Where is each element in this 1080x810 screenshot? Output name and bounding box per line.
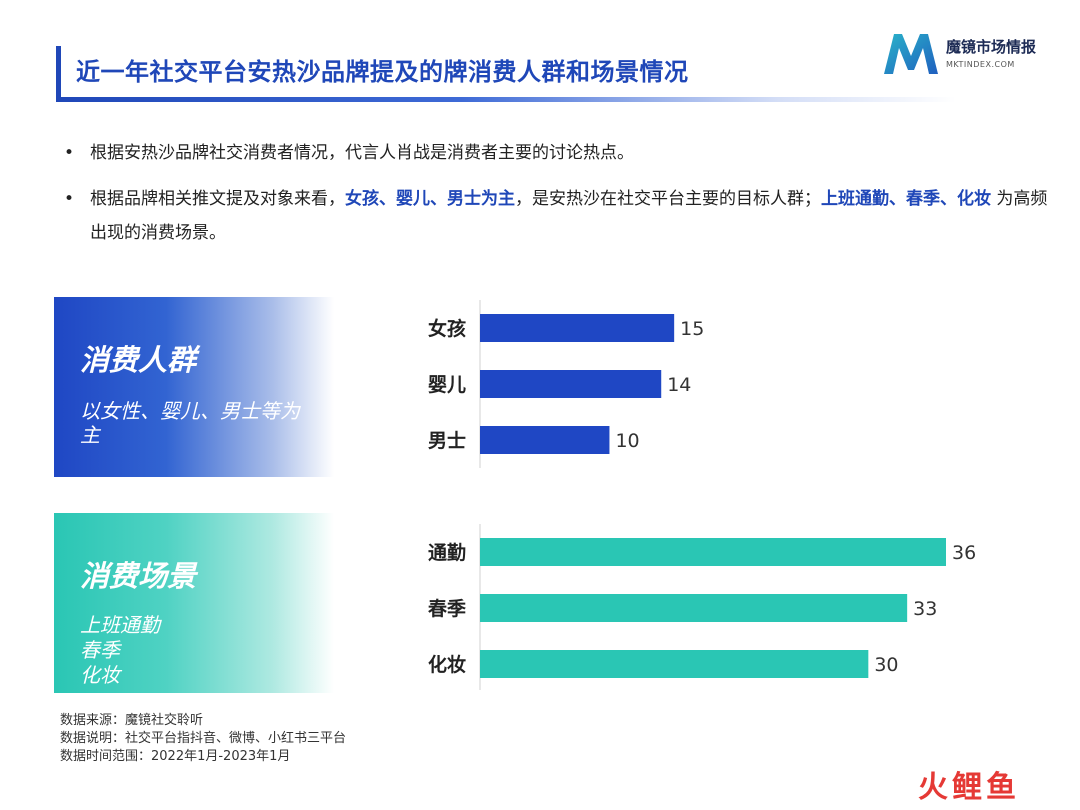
bullet-item-1: • 根据安热沙品牌社交消费者情况，代言人肖战是消费者主要的讨论热点。 (62, 136, 1052, 170)
bullet-list: • 根据安热沙品牌社交消费者情况，代言人肖战是消费者主要的讨论热点。 • 根据品… (62, 136, 1052, 250)
chart-1-value-label: 15 (680, 318, 704, 340)
highlight-scenes: 上班通勤、春季、化妆 (821, 189, 991, 209)
data-time-range: 数据时间范围：2022年1月-2023年1月 (60, 749, 291, 764)
consumer-scene-title: 消费场景 (80, 559, 197, 593)
chart-1-category-label: 婴儿 (428, 374, 466, 396)
chart-2-value-label: 36 (952, 542, 976, 564)
title-underline (56, 97, 956, 102)
highlight-people: 女孩、婴儿、男士为主 (345, 189, 515, 209)
scene-desc-line-2: 春季 (80, 638, 120, 662)
chart-2-bar (480, 650, 869, 678)
bullet-item-2: • 根据品牌相关推文提及对象来看，女孩、婴儿、男士为主，是安热沙在社交平台主要的… (62, 182, 1052, 250)
bullet-dot: • (64, 143, 75, 163)
chart-1-category-label: 男士 (428, 430, 466, 452)
watermark-logo: 火鲤鱼 (918, 770, 1020, 805)
bullet-text-2-mid: ，是安热沙在社交平台主要的目标人群； (515, 189, 821, 209)
bar-charts: 女孩 15 婴儿 14 男士 10 通勤 36 春季 33 化妆 30 (428, 300, 976, 690)
chart-2-category-label: 化妆 (428, 653, 466, 676)
chart-1-value-label: 10 (615, 430, 639, 452)
consumer-scene-desc: 上班通勤 春季 化妆 (80, 613, 300, 688)
consumer-scene-panel: 消费场景 上班通勤 春季 化妆 (54, 513, 334, 693)
consumer-group-panel: 消费人群 以女性、婴儿、男士等为主 (54, 297, 334, 477)
data-note: 数据说明：社交平台指抖音、微博、小红书三平台 (60, 731, 347, 746)
chart-1-category-label: 女孩 (428, 317, 466, 340)
logo-text-en: MKTINDEX.COM (946, 60, 1015, 69)
logo-m-icon (884, 34, 938, 74)
bullet-dot: • (64, 189, 75, 209)
chart-2-category-label: 春季 (428, 597, 466, 620)
chart-1-value-label: 14 (667, 374, 691, 396)
logo-text-cn: 魔镜市场情报 (946, 38, 1037, 56)
chart-2-bar (480, 594, 908, 622)
chart-2-value-label: 33 (913, 598, 937, 620)
consumer-group-desc: 以女性、婴儿、男士等为主 (80, 399, 300, 447)
scene-desc-line-3: 化妆 (80, 663, 120, 687)
scene-desc-line-1: 上班通勤 (80, 613, 160, 637)
chart-1-bar (480, 370, 662, 398)
chart-2-category-label: 通勤 (428, 541, 466, 564)
consumer-group-title: 消费人群 (80, 343, 197, 377)
footer-notes: 数据来源：魔镜社交聆听 数据说明：社交平台指抖音、微博、小红书三平台 数据时间范… (60, 712, 346, 766)
title-accent-bar (56, 46, 61, 98)
chart-2-bar (480, 538, 946, 566)
brand-logo: 魔镜市场情报 MKTINDEX.COM (880, 28, 1060, 78)
chart-2-value-label: 30 (874, 654, 898, 676)
chart-1-bar (480, 426, 610, 454)
bullet-text-1: 根据安热沙品牌社交消费者情况，代言人肖战是消费者主要的讨论热点。 (90, 143, 634, 163)
data-source: 数据来源：魔镜社交聆听 (60, 713, 204, 728)
bullet-text-2-pre: 根据品牌相关推文提及对象来看， (90, 189, 345, 209)
chart-1-bar (480, 314, 675, 342)
page-title: 近一年社交平台安热沙品牌提及的牌消费人群和场景情况 (76, 58, 689, 86)
bullet-text-2-post: 为高频出现的消费场景。 (90, 189, 1048, 243)
